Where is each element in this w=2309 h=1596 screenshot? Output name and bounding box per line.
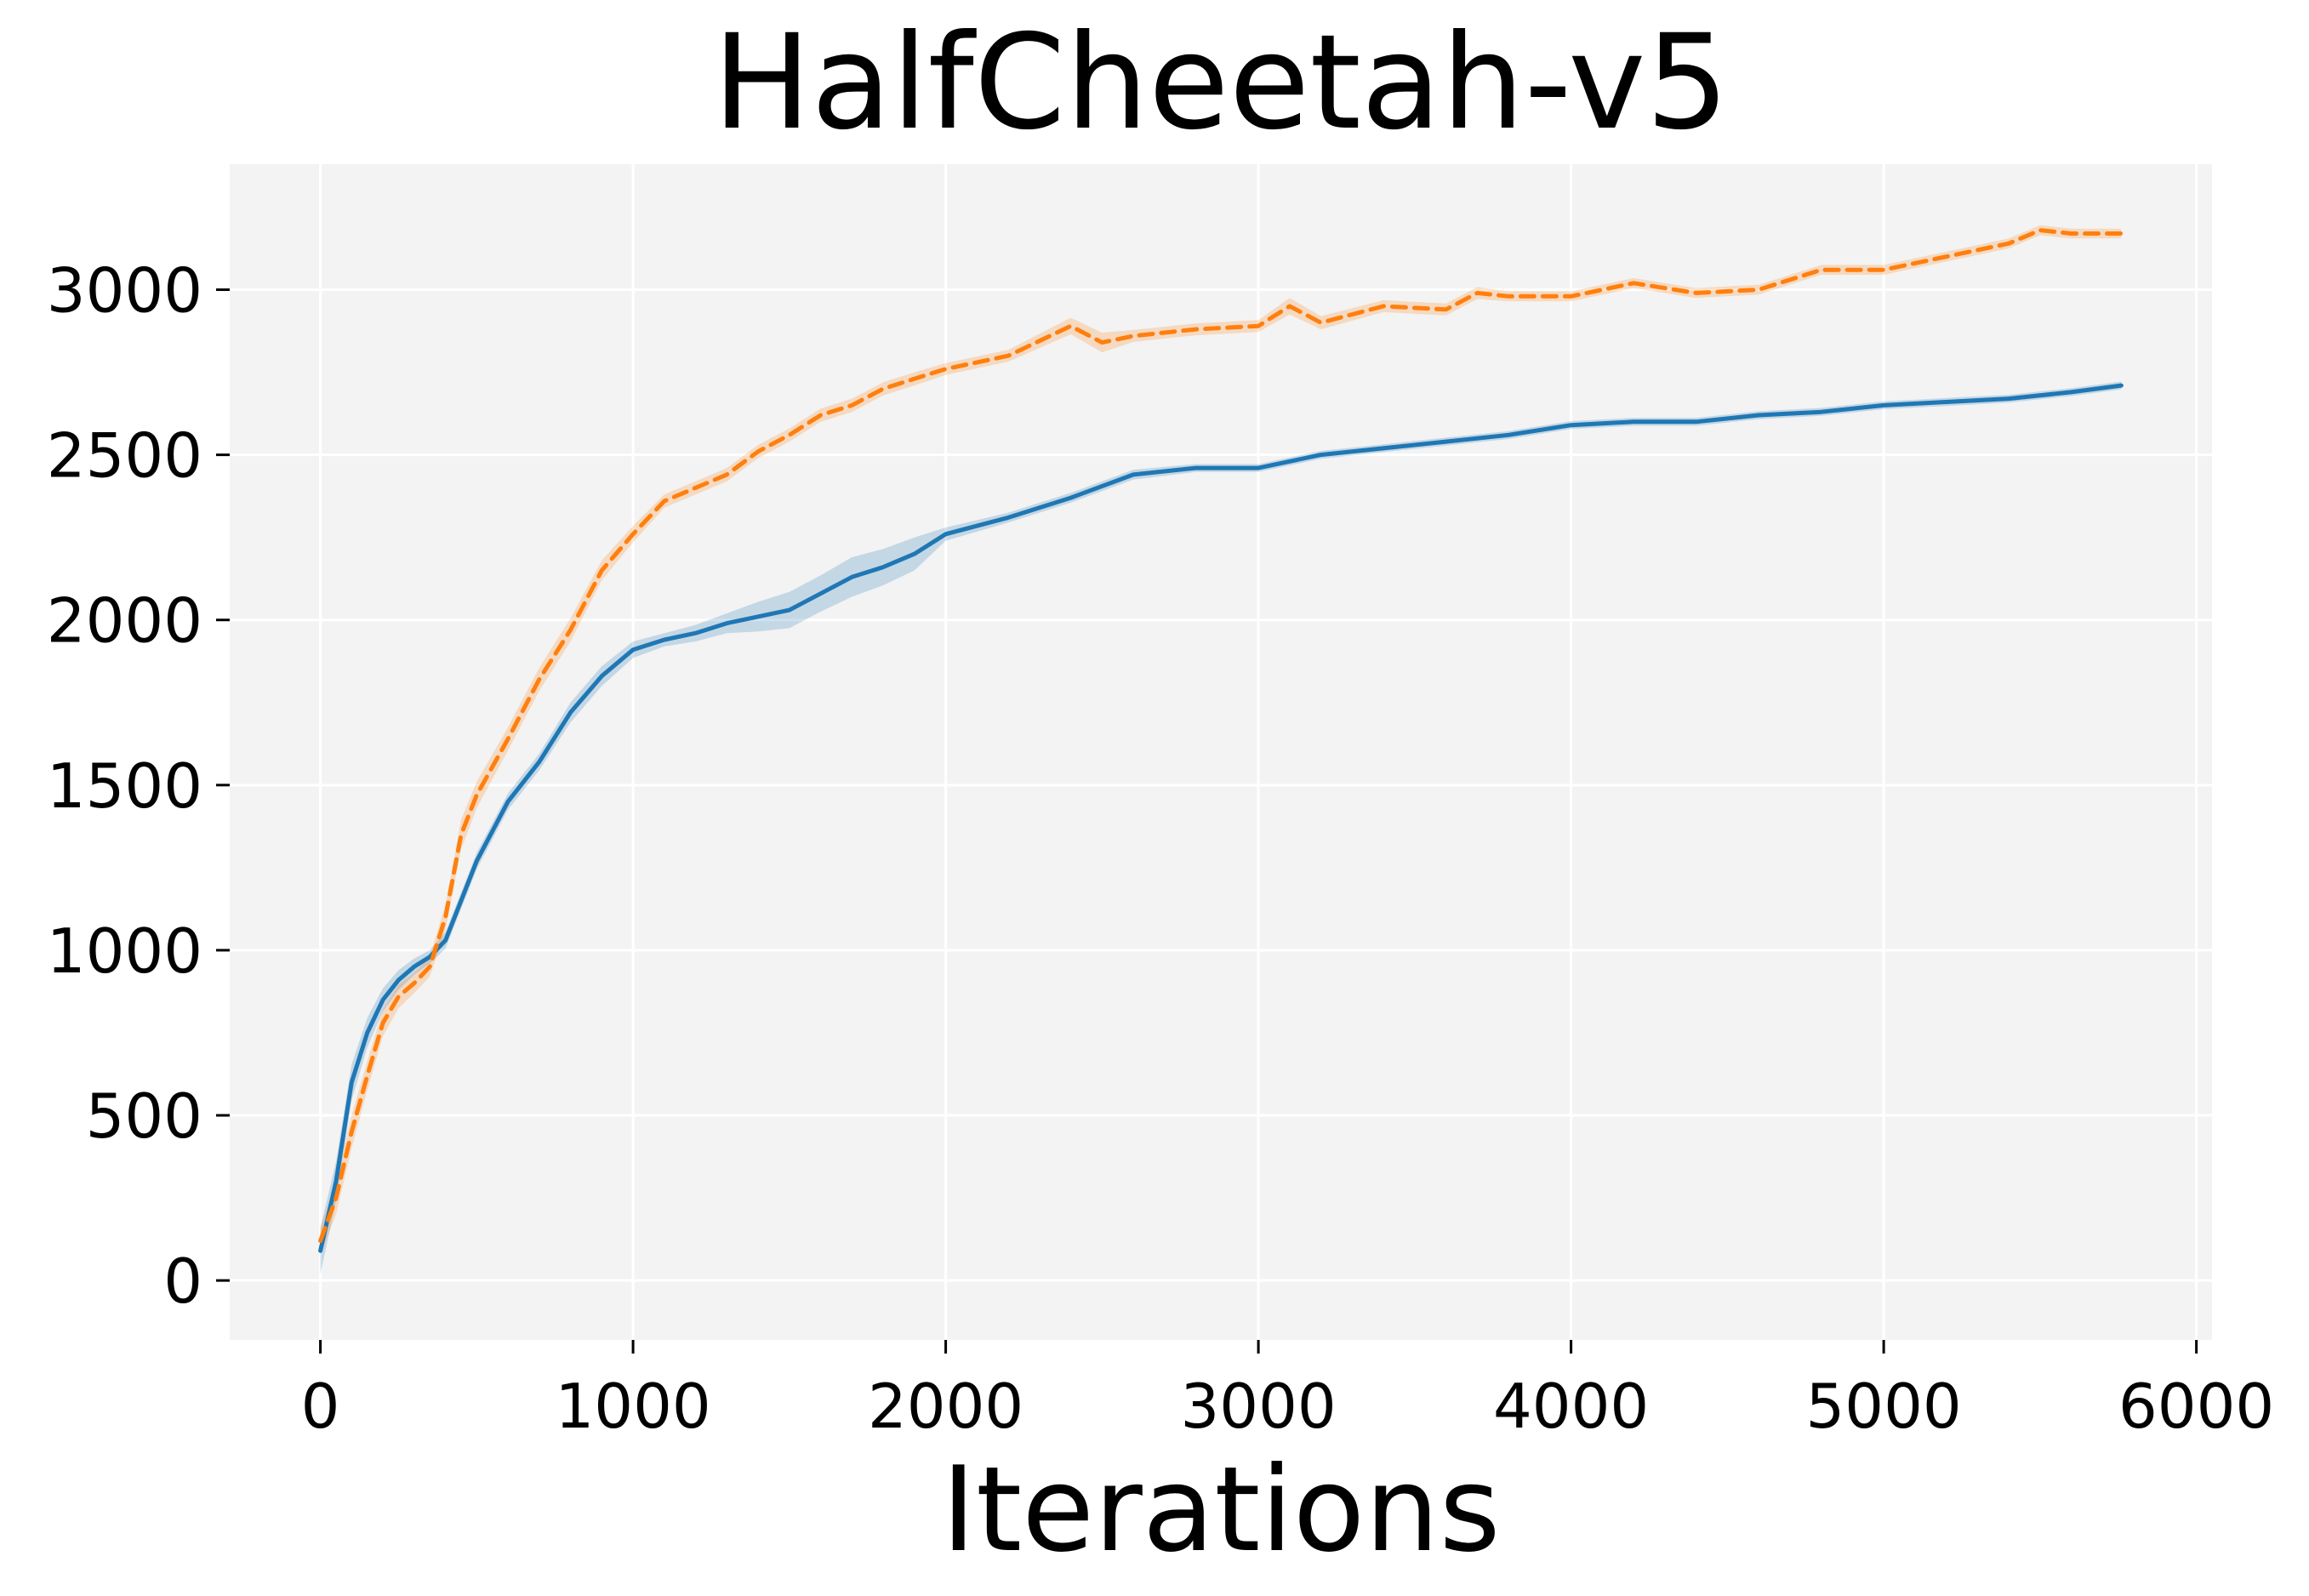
chart-title: HalfCheetah-v5 bbox=[713, 7, 1730, 159]
x-tick-label-4: 4000 bbox=[1493, 1371, 1649, 1442]
y-tick-label-6: 3000 bbox=[47, 255, 202, 327]
y-tick-label-1: 500 bbox=[86, 1080, 202, 1152]
x-tick-label-2: 2000 bbox=[868, 1371, 1023, 1442]
y-tick-label-5: 2500 bbox=[47, 420, 202, 492]
series-lines bbox=[318, 228, 2124, 1253]
confidence-bands bbox=[320, 225, 2122, 1274]
x-tick-label-1: 1000 bbox=[555, 1371, 710, 1442]
y-tick-label-2: 1000 bbox=[47, 915, 202, 987]
x-tick-label-5: 5000 bbox=[1805, 1371, 1961, 1442]
x-tick-label-6: 6000 bbox=[2118, 1371, 2274, 1442]
y-tick-label-3: 1500 bbox=[47, 750, 202, 822]
x-tick-label-0: 0 bbox=[301, 1371, 340, 1442]
axis-ticks: 0 1000 2000 3000 4000 5000 6000 0 500 1000 1500 200… bbox=[47, 255, 2274, 1442]
x-axis-label: Iterations bbox=[941, 1441, 1500, 1578]
y-tick-label-4: 2000 bbox=[47, 585, 202, 657]
series-0-band bbox=[320, 381, 2122, 1274]
series-1-line bbox=[318, 228, 2124, 1243]
x-tick-label-3: 3000 bbox=[1180, 1371, 1336, 1442]
y-tick-label-0: 0 bbox=[163, 1245, 202, 1317]
grid-lines bbox=[230, 164, 2212, 1340]
plot-background bbox=[230, 164, 2212, 1340]
